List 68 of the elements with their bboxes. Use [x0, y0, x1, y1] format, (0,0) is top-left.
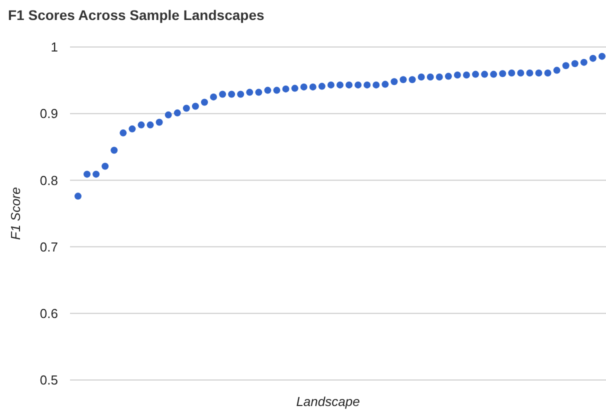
point: [562, 62, 570, 70]
point: [246, 88, 254, 96]
point: [580, 58, 588, 66]
point: [526, 69, 534, 76]
point: [210, 93, 218, 100]
point: [354, 81, 362, 88]
point: [436, 73, 443, 80]
point: [228, 90, 236, 98]
point: [508, 69, 516, 76]
point: [408, 76, 416, 84]
point: [444, 72, 452, 80]
point: [174, 109, 181, 116]
point: [146, 121, 154, 128]
point: [264, 86, 272, 94]
y-tick-label: 0.9: [40, 106, 58, 122]
point: [535, 69, 542, 76]
point: [544, 69, 552, 76]
x-axis-title: Landscape: [296, 394, 360, 409]
point: [291, 84, 298, 92]
point: [589, 54, 596, 62]
point: [517, 69, 524, 76]
point: [273, 86, 280, 94]
point: [138, 121, 145, 128]
point: [382, 80, 389, 88]
point: [390, 78, 398, 86]
point: [192, 102, 199, 110]
chart-title: F1 Scores Across Sample Landscapes: [8, 7, 264, 23]
point: [128, 125, 136, 132]
y-tick-label: 1: [50, 40, 58, 55]
point: [454, 71, 461, 78]
point: [346, 81, 353, 88]
point: [418, 73, 425, 80]
point: [571, 60, 578, 68]
point: [255, 88, 262, 96]
point: [462, 71, 470, 78]
point: [282, 85, 290, 92]
point: [300, 83, 308, 90]
point: [499, 70, 506, 78]
point: [237, 90, 244, 98]
point: [327, 81, 334, 88]
point: [553, 66, 560, 74]
point: [120, 129, 127, 136]
point: [598, 52, 606, 60]
y-tick-label: 0.6: [40, 306, 58, 321]
point: [219, 90, 226, 98]
y-axis-title: F1 Score: [8, 187, 23, 240]
point: [164, 111, 172, 118]
y-tick-label: 0.7: [40, 239, 58, 254]
point: [318, 82, 326, 90]
point: [364, 81, 371, 88]
point: [74, 192, 82, 200]
point: [84, 170, 91, 178]
point: [472, 70, 480, 78]
point: [102, 162, 109, 170]
y-tick-label: 0.8: [40, 172, 58, 188]
point: [372, 81, 380, 88]
point: [490, 70, 498, 78]
point: [336, 81, 344, 88]
point: [426, 73, 434, 80]
point: [481, 70, 488, 78]
point: [92, 170, 100, 178]
y-tick-label: 0.5: [40, 372, 58, 388]
point: [200, 98, 208, 106]
point: [400, 76, 407, 84]
point: [110, 146, 118, 154]
point: [182, 104, 190, 112]
point: [309, 83, 316, 90]
point: [156, 118, 163, 126]
